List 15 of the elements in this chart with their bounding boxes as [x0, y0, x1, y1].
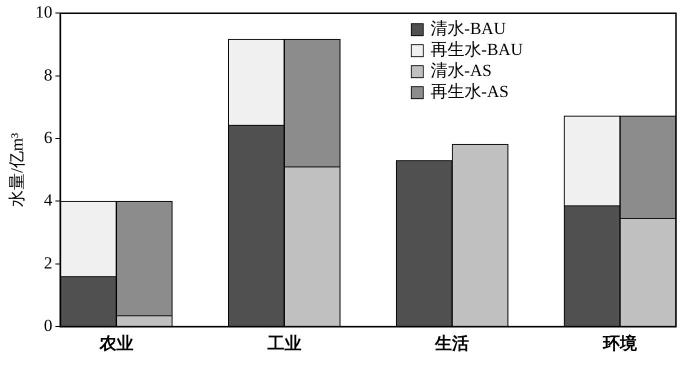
y-tick-label: 0 — [44, 316, 52, 336]
y-axis-title: 水量/亿m³ — [8, 132, 27, 207]
legend-label: 再生水-AS — [430, 82, 509, 102]
legend-label: 清水-AS — [430, 61, 492, 80]
x-tick-label: 农业 — [98, 334, 134, 354]
legend-label: 再生水-BAU — [430, 40, 523, 60]
y-tick-label: 4 — [44, 190, 53, 210]
x-tick-label: 工业 — [266, 334, 302, 354]
y-tick-label: 8 — [44, 65, 52, 84]
y-tick-label: 10 — [35, 2, 52, 22]
x-tick-label: 环境 — [602, 334, 638, 354]
y-tick-label: 2 — [44, 253, 52, 272]
x-tick-label: 生活 — [434, 334, 470, 354]
legend-label: 清水-BAU — [430, 19, 506, 38]
y-tick-label: 6 — [44, 128, 52, 148]
